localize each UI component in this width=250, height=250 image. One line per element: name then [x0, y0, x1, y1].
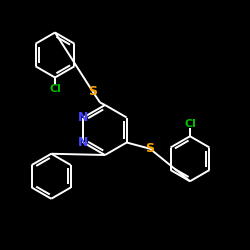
Text: S: S [88, 85, 97, 98]
Text: Cl: Cl [184, 119, 196, 129]
Text: N: N [78, 111, 88, 124]
Text: N: N [78, 136, 88, 149]
Text: S: S [146, 142, 154, 155]
Text: Cl: Cl [49, 84, 61, 94]
